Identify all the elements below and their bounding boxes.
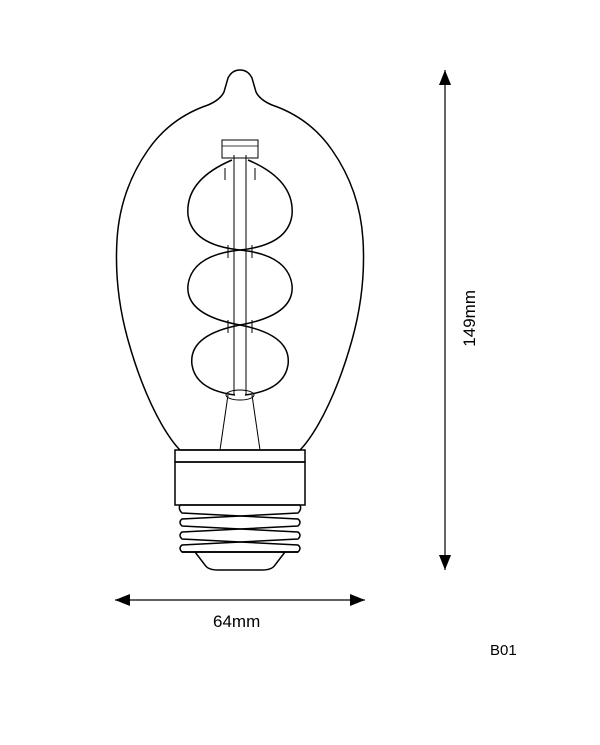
technical-diagram: 64mm 149mm B01 — [0, 0, 600, 745]
height-dimension-label: 149mm — [460, 290, 480, 347]
width-dimension-label: 64mm — [213, 612, 260, 632]
product-code-label: B01 — [490, 642, 517, 659]
bulb-drawing — [0, 0, 600, 745]
